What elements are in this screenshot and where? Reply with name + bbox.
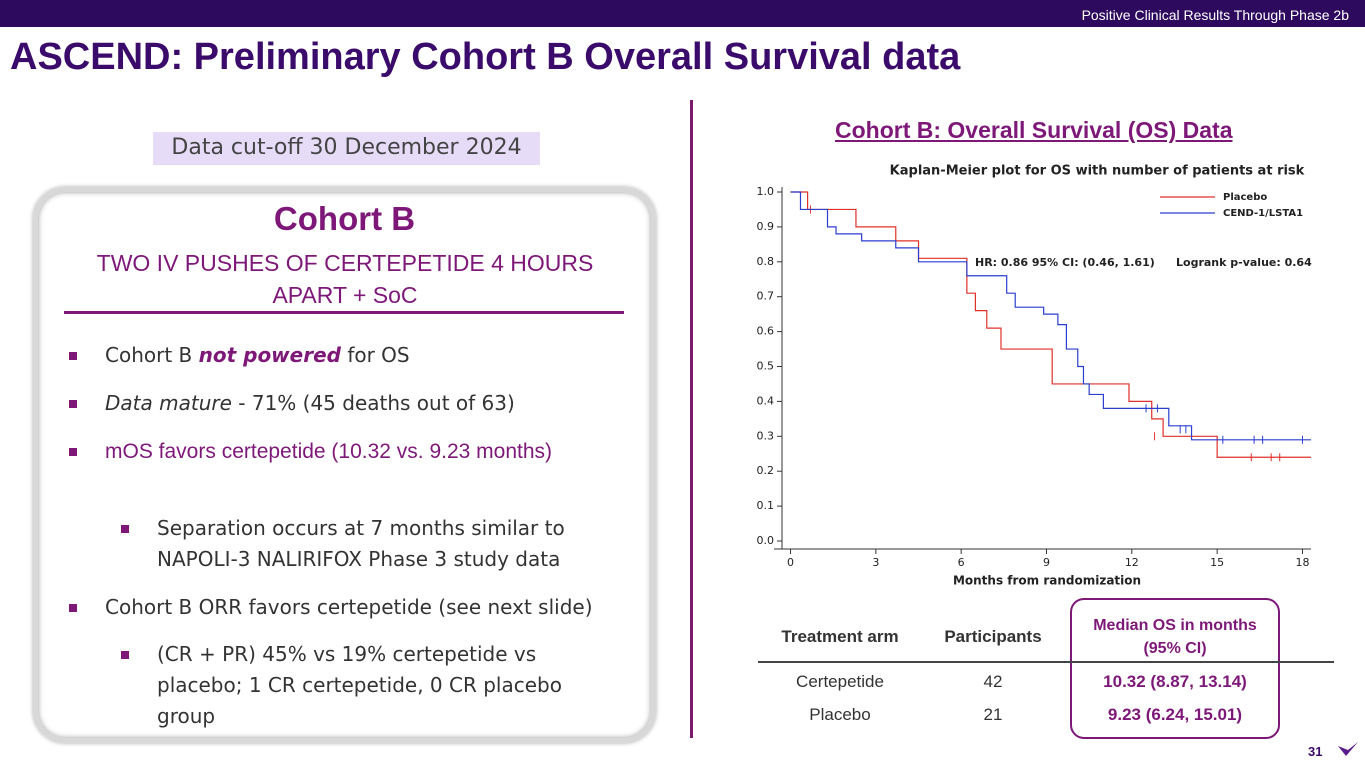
table-cell: Placebo <box>809 705 871 724</box>
table-rule <box>758 661 1334 663</box>
table-cell: 42 <box>983 672 1003 691</box>
text: Separation occurs at 7 months similar to… <box>157 516 565 571</box>
x-tick-label: 15 <box>1210 556 1224 569</box>
emphasis: not powered <box>198 343 341 367</box>
survival-curve <box>790 191 1311 458</box>
legend-label: CEND-1/LSTA1 <box>1223 208 1303 219</box>
banner: Positive Clinical Results Through Phase … <box>0 0 1365 27</box>
bullet: Data mature - 71% (45 deaths out of 63) <box>69 388 575 419</box>
annotation: HR: 0.86 95% CI: (0.46, 1.61) <box>975 256 1155 269</box>
text: (CR + PR) 45% vs 19% certepetide vs plac… <box>157 642 562 728</box>
x-tick-label: 9 <box>1043 556 1050 569</box>
x-tick-label: 3 <box>872 556 879 569</box>
table-header: Treatment arm <box>781 627 899 646</box>
text: Cohort B ORR favors certepetide (see nex… <box>105 595 593 619</box>
y-tick-label: 0.4 <box>757 394 775 407</box>
bullet: mOS favors certepetide (10.32 vs. 9.23 m… <box>69 436 575 467</box>
divider <box>690 100 693 738</box>
y-tick-label: 0.8 <box>757 255 775 268</box>
km-chart: Kaplan-Meier plot for OS with number of … <box>757 164 1313 588</box>
cutoff-label: Data cut-off 30 December 2024 <box>153 132 540 165</box>
emphasis: Data mature <box>105 391 232 415</box>
y-tick-label: 0.5 <box>757 360 775 373</box>
x-tick-label: 18 <box>1295 556 1309 569</box>
y-tick-label: 0.9 <box>757 220 775 233</box>
table-cell: 10.32 (8.87, 13.14) <box>1103 672 1247 691</box>
x-tick-label: 0 <box>787 556 794 569</box>
y-tick-label: 0.7 <box>757 290 775 303</box>
y-tick-label: 0.6 <box>757 325 775 338</box>
box-title: Cohort B <box>273 200 416 237</box>
logo <box>1338 742 1358 756</box>
table-cell: 21 <box>983 705 1003 724</box>
table-header: Participants <box>944 627 1042 646</box>
x-axis-label: Months from randomization <box>953 574 1141 588</box>
chart-title: Kaplan-Meier plot for OS with number of … <box>890 164 1305 179</box>
y-tick-label: 0.3 <box>757 429 775 442</box>
text: mOS favors certepetide (10.32 vs. 9.23 m… <box>105 440 553 463</box>
bullet: Cohort B ORR favors certepetide (see nex… <box>69 592 625 623</box>
survival-curve <box>790 191 1311 441</box>
x-tick-label: 6 <box>958 556 965 569</box>
text: for OS <box>347 343 410 367</box>
cohort-box <box>33 187 656 743</box>
table-header: Median OS in months (95% CI) <box>1093 617 1257 657</box>
table-cell: Certepetide <box>796 672 884 691</box>
annotation: Logrank p-value: 0.64 <box>1176 256 1312 269</box>
y-tick-label: 0.1 <box>757 499 775 512</box>
y-tick-label: 1.0 <box>757 185 775 198</box>
x-tick-label: 12 <box>1125 556 1139 569</box>
y-tick-label: 0.2 <box>757 464 775 477</box>
y-tick-label: 0.0 <box>757 534 775 547</box>
chart-heading: Cohort B: Overall Survival (OS) Data <box>835 117 1233 143</box>
page-number: 31 <box>1308 744 1323 759</box>
bullet: (CR + PR) 45% vs 19% certepetide vs plac… <box>121 639 597 732</box>
box-rule <box>64 311 624 314</box>
slide-title: ASCEND: Preliminary Cohort B Overall Sur… <box>10 36 961 78</box>
table-cell: 9.23 (6.24, 15.01) <box>1107 705 1243 724</box>
bullet: Cohort B not powered for OS <box>69 340 575 371</box>
legend-label: Placebo <box>1223 192 1267 203</box>
bullet: Separation occurs at 7 months similar to… <box>121 513 597 575</box>
highlight-box <box>1070 598 1280 739</box>
box-subtitle: TWO IV PUSHES OF CERTEPETIDE 4 HOURS APA… <box>96 250 594 308</box>
text: Cohort B <box>105 343 193 367</box>
text: - 71% (45 deaths out of 63) <box>238 391 515 415</box>
